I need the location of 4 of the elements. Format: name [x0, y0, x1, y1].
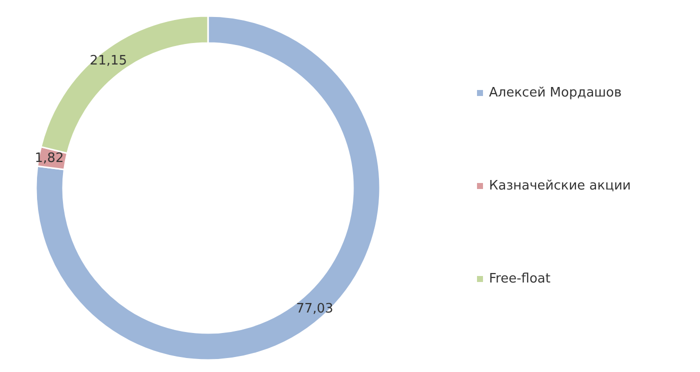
data-label: 21,15 — [90, 53, 128, 68]
legend-label: Free-float — [489, 272, 550, 286]
legend-label: Алексей Мордашов — [489, 86, 622, 100]
legend-label: Казначейские акции — [489, 178, 631, 194]
